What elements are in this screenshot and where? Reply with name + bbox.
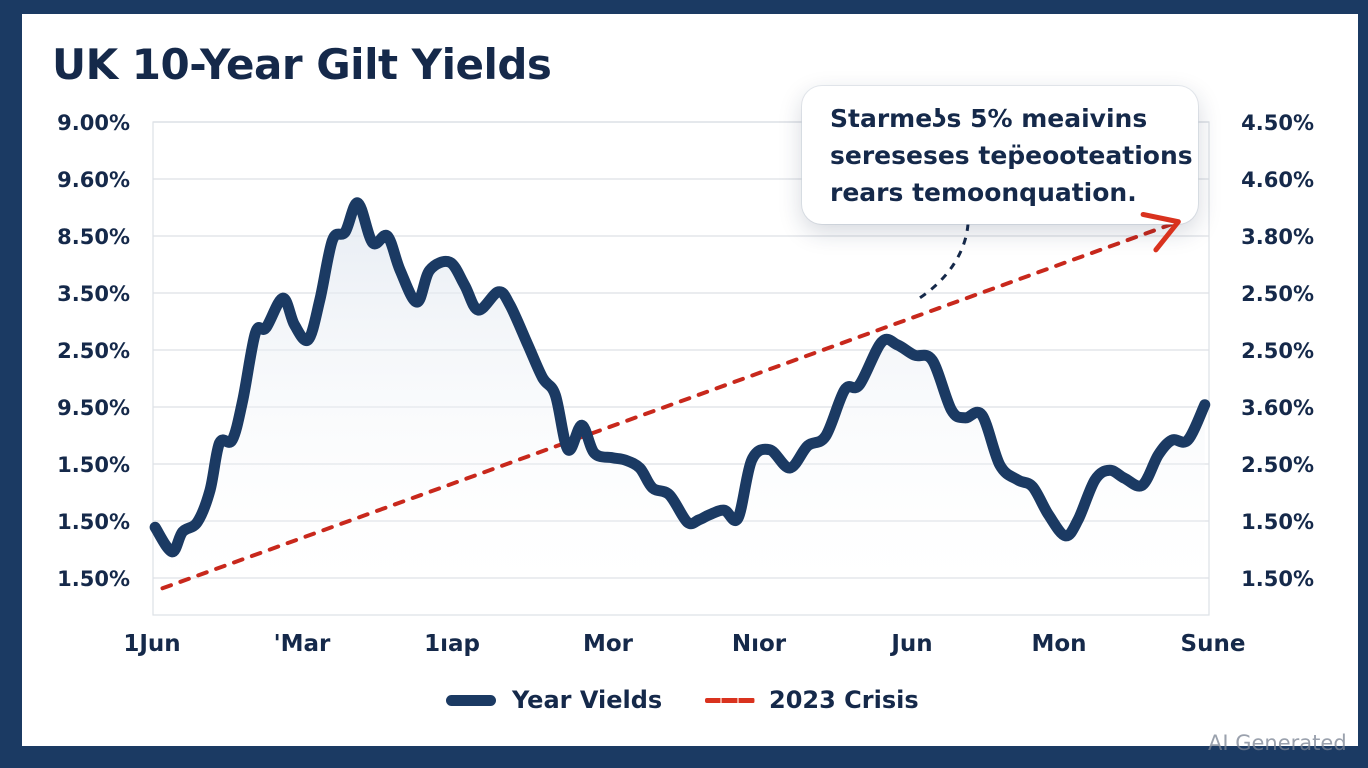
y-axis-left: 9.00% 9.60% 8.50% 3.50% 2.50% 9.50% 1.50% 1.50%… [57,111,130,591]
y-tick-label-right: 2.50% [1241,282,1314,306]
y-tick-label-left: 8.50% [57,225,130,249]
x-tick-label: Mor [583,631,634,657]
y-tick-label-right: 1.50% [1241,567,1314,591]
x-tick-label: Nıor [732,631,787,657]
legend-swatch-solid [446,694,496,706]
y-tick-label-right: 2.50% [1241,339,1314,363]
y-tick-label-left: 9.50% [57,396,130,420]
y-tick-label-left: 2.50% [57,339,130,363]
chart-title: UK 10-Year Gilt Yields [52,40,552,89]
y-axis-right: 4.50% 4.60% 3.80% 2.50% 2.50% 3.60% 2.50% 1.50%… [1241,111,1314,591]
x-tick-label: 1ıap [424,631,480,657]
y-tick-label-left: 1.50% [57,453,130,477]
legend-label: 2023 Crisis [769,686,919,714]
annotation-callout: Starmeʖs 5% meaivins sereseses tep̈eoote… [802,86,1198,224]
x-tick-label: Sune [1181,631,1246,657]
y-tick-label-left: 9.00% [57,111,130,135]
legend-item-2023-crisis[interactable]: 2023 Crisis [705,686,919,714]
x-tick-label: 'Mar [274,631,331,657]
x-tick-label: Mon [1031,631,1086,657]
x-axis: 1Jun 'Mar 1ıap Mor Nıor Jun Mon Sune [123,631,1245,657]
y-tick-label-left: 9.60% [57,168,130,192]
y-tick-label-right: 4.50% [1241,111,1314,135]
legend-label: Year Vields [512,686,663,714]
y-tick-label-left: 1.50% [57,567,130,591]
legend-swatch-dashed [705,697,755,703]
y-tick-label-right: 2.50% [1241,453,1314,477]
callout-connector [917,223,970,300]
legend: Year Vields 2023 Crisis [0,686,1368,726]
callout-line-3: rears temoonquation. [830,178,1137,207]
crisis-trend-line [160,219,1181,591]
callout-line-2: sereseses tep̈eooteations [830,141,1193,170]
y-tick-label-right: 3.80% [1241,225,1314,249]
y-tick-label-right: 4.60% [1241,168,1314,192]
y-tick-label-left: 1.50% [57,510,130,534]
x-tick-label: 1Jun [123,631,180,657]
legend-item-year-yields[interactable]: Year Vields [446,686,662,714]
callout-line-1: Starmeʖs 5% meaivins [830,104,1148,133]
y-tick-label-right: 1.50% [1241,510,1314,534]
yield-area-fill [155,202,1205,615]
callout-text: Starmeʖs 5% meaivins sereseses tep̈eoote… [830,100,1193,211]
y-tick-label-right: 3.60% [1241,396,1314,420]
y-tick-label-left: 3.50% [57,282,130,306]
x-tick-label: Jun [889,631,932,657]
yield-line-series [149,197,1211,558]
crisis-trend-series [160,219,1181,591]
watermark: AI Generated [1208,731,1347,755]
